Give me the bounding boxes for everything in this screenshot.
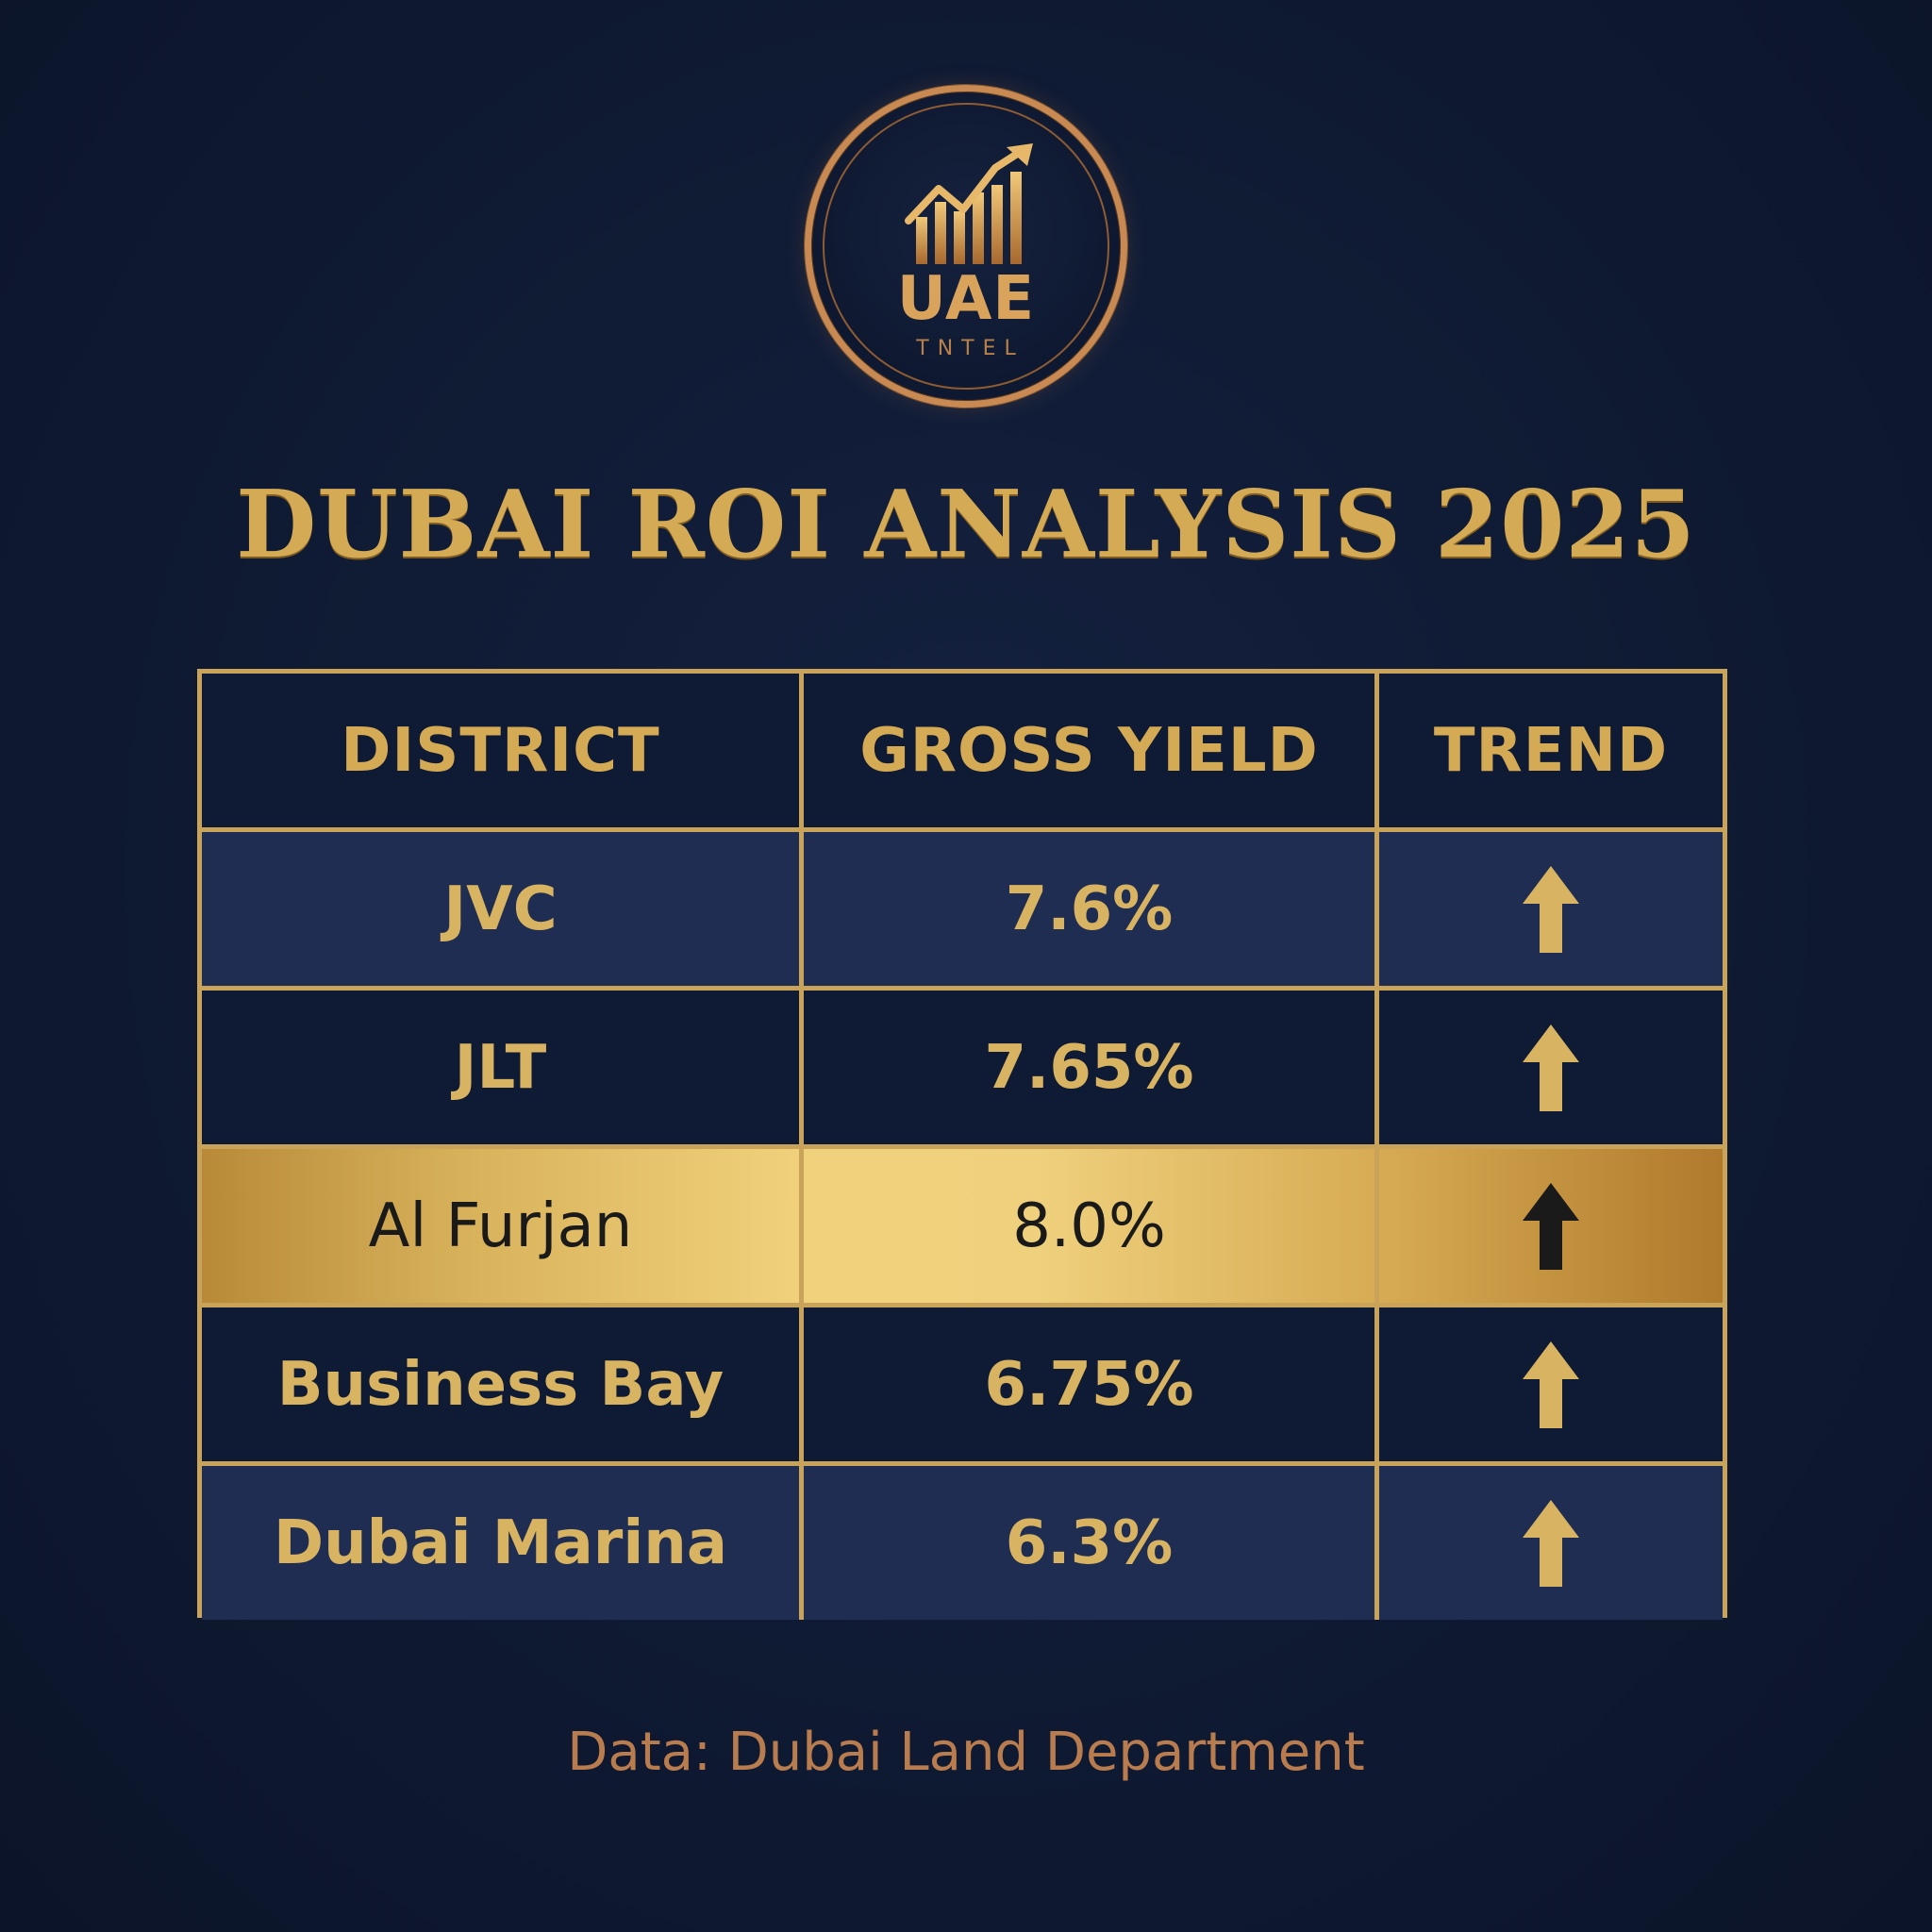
yield-cell: 6.3%	[799, 1466, 1374, 1620]
table-header-row: DISTRICT GROSS YIELD TREND	[202, 674, 1723, 827]
table-row: JVC 7.6%	[202, 832, 1723, 986]
arrow-up-icon	[1523, 865, 1579, 953]
trend-cell	[1374, 1307, 1723, 1461]
trend-cell	[1374, 1466, 1723, 1620]
arrow-up-icon	[1523, 1341, 1579, 1428]
table-divider	[202, 986, 1723, 991]
table-row: Business Bay 6.75%	[202, 1307, 1723, 1461]
trend-cell	[1374, 991, 1723, 1144]
arrow-up-icon	[1523, 1024, 1579, 1111]
yield-cell: 7.65%	[799, 991, 1374, 1144]
page-title: DUBAI ROI ANALYSIS 2025	[236, 471, 1696, 579]
table-row: JLT 7.65%	[202, 991, 1723, 1144]
header-district: DISTRICT	[341, 715, 660, 786]
table-row: Dubai Marina 6.3%	[202, 1466, 1723, 1620]
district-cell: Al Furjan	[368, 1191, 633, 1261]
logo-sub-text: TNTEL	[916, 337, 1024, 360]
table-divider	[202, 1144, 1723, 1149]
arrow-up-icon	[1523, 1499, 1579, 1587]
district-cell: JVC	[443, 874, 558, 944]
table-divider	[202, 1303, 1723, 1307]
district-cell: Business Bay	[276, 1349, 724, 1420]
table-divider	[202, 1461, 1723, 1466]
arrow-up-icon	[1523, 1182, 1579, 1270]
source-note: Data: Dubai Land Department	[567, 1722, 1365, 1783]
rising-chart-icon	[905, 143, 1033, 264]
header-trend: TREND	[1374, 674, 1723, 827]
yield-cell: 6.75%	[799, 1307, 1374, 1461]
district-cell: Dubai Marina	[273, 1507, 728, 1578]
yield-cell: 7.6%	[799, 832, 1374, 986]
header-gross-yield: GROSS YIELD	[799, 674, 1374, 827]
yield-cell: 8.0%	[799, 1149, 1374, 1303]
logo-inner-ring	[823, 103, 1109, 390]
district-cell: JLT	[454, 1032, 547, 1103]
trend-cell	[1374, 1149, 1723, 1303]
brand-logo: UAE TNTEL	[805, 85, 1127, 408]
table-row: Al Furjan 8.0%	[202, 1149, 1723, 1303]
roi-table: DISTRICT GROSS YIELD TREND JVC 7.6% JLT 7.6…	[197, 669, 1727, 1620]
table-divider	[202, 827, 1723, 832]
logo-main-text: UAE	[896, 264, 1036, 334]
trend-cell	[1374, 832, 1723, 986]
